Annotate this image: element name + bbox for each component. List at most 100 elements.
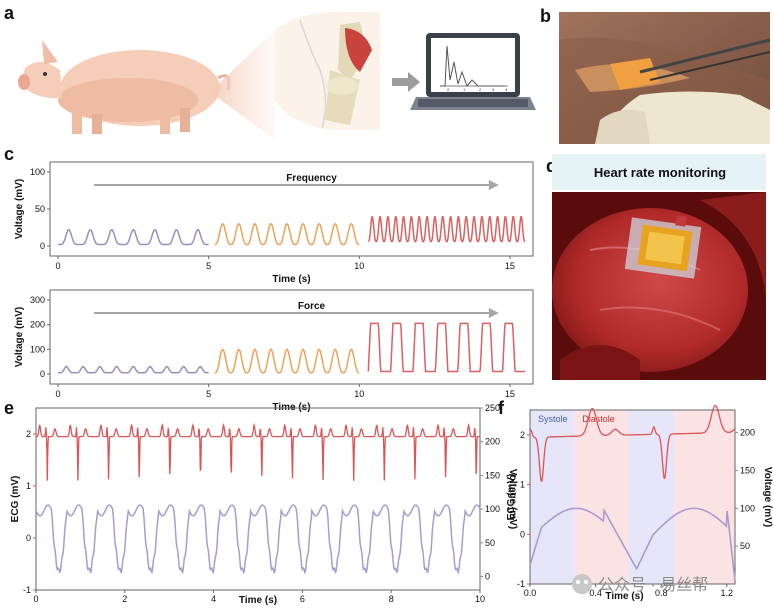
x-tick-label: 6: [300, 594, 305, 604]
heart-photo: [552, 192, 766, 380]
x-tick-label: 15: [505, 261, 515, 271]
knee-joint-illustration: [275, 11, 380, 130]
series-line-3: [367, 216, 526, 243]
plot-frame: [35, 407, 481, 591]
arrow-icon: [392, 72, 420, 92]
pig-illustration: [18, 40, 231, 134]
phase-label: Systole: [538, 414, 568, 424]
series-line-2: [214, 348, 360, 374]
right-tick-label: 100: [740, 503, 755, 513]
phase-band: [674, 410, 735, 584]
right-tick-label: 250: [485, 403, 500, 413]
right-tick-label: 50: [740, 541, 750, 551]
x-tick-label: 0: [55, 261, 60, 271]
left-tick-label: 2: [26, 429, 31, 439]
x-tick-label: 10: [475, 594, 485, 604]
panel-label-e: e: [4, 398, 14, 418]
series-line-1: [58, 365, 209, 374]
right-tick-label: 150: [485, 470, 500, 480]
x-axis-label: Time (s): [605, 591, 643, 602]
y-tick-label: 0: [40, 241, 45, 251]
laptop-tick-0: 0: [447, 87, 450, 92]
x-tick-label: 4: [211, 594, 216, 604]
x-tick-label: 8: [389, 594, 394, 604]
panel-label-d: d: [546, 156, 557, 176]
y-tick-label: 50: [35, 204, 45, 214]
x-tick-label: 0.0: [524, 588, 537, 598]
x-tick-label: 15: [505, 389, 515, 399]
phase-band: [530, 410, 575, 584]
ecg-series-line: [529, 404, 736, 483]
right-tick-label: 200: [485, 437, 500, 447]
left-axis-label: ECG (mV): [506, 474, 517, 521]
surgery-photo: [559, 12, 771, 144]
cardiac-cycle-chart: Systole Diastole 2 1 0 -1 200 150 100 50 0.0 0.4 0.8…: [506, 404, 773, 602]
voltage-series-line: [35, 504, 481, 575]
left-tick-label: -1: [517, 579, 525, 589]
left-tick-label: 1: [26, 481, 31, 491]
right-axis-label: Voltage (mV): [507, 469, 518, 529]
y-tick-label: 300: [30, 295, 45, 305]
laptop-tick-2: 2: [479, 87, 482, 92]
y-tick-label: 0: [40, 369, 45, 379]
right-tick-label: 150: [740, 466, 755, 476]
x-tick-label: 10: [354, 389, 364, 399]
watermark-text: 公众号 · 易丝帮: [598, 576, 708, 594]
magnify-beam: [210, 30, 275, 140]
phase-label: Diastole: [582, 414, 615, 424]
right-tick-label: 50: [485, 538, 495, 548]
right-axis-label: Voltage (mV): [762, 467, 773, 527]
x-axis-label: Time (s): [272, 274, 310, 285]
x-axis-label: Time (s): [239, 595, 277, 606]
x-tick-label: 5: [206, 389, 211, 399]
left-tick-label: 0: [26, 533, 31, 543]
panel-label-f: f: [498, 398, 505, 418]
plot-frame: [529, 409, 736, 585]
frequency-chart: 100 50 00 5 10 15 Time (s) Voltage (mV) Frequenc…: [14, 161, 534, 285]
x-tick-label: 0.4: [589, 588, 602, 598]
laptop-tick-4: 4: [505, 87, 508, 92]
trend-arrow-head: [488, 308, 499, 318]
plot-frame: [49, 289, 534, 385]
phase-band: [574, 410, 629, 584]
voltage-series-line: [529, 507, 736, 581]
left-tick-label: -1: [23, 585, 31, 595]
laptop-illustration: 0 1 2 3 4: [410, 33, 536, 110]
chart-title: Frequency: [286, 173, 337, 184]
right-tick-label: 100: [485, 504, 500, 514]
y-axis-label: Voltage (mV): [14, 307, 25, 367]
trend-arrow-head: [488, 180, 499, 190]
left-tick-label: 2: [520, 430, 525, 440]
y-tick-label: 100: [30, 167, 45, 177]
left-tick-label: 1: [520, 480, 525, 490]
y-axis-label: Voltage (mV): [14, 179, 25, 239]
x-tick-label: 0: [33, 594, 38, 604]
panel-label-a: a: [4, 3, 15, 23]
panel-label-b: b: [540, 6, 551, 26]
ecg-series-line: [36, 422, 480, 481]
heart-rate-title: Heart rate monitoring: [594, 165, 726, 180]
watermark: 公众号 · 易丝帮: [572, 574, 708, 594]
x-tick-label: 2: [122, 594, 127, 604]
x-tick-label: 10: [354, 261, 364, 271]
x-tick-label: 0: [55, 389, 60, 399]
laptop-tick-1: 1: [463, 87, 466, 92]
chart-title: Force: [298, 301, 326, 312]
y-tick-label: 100: [30, 344, 45, 354]
laptop-tick-3: 3: [492, 87, 495, 92]
heart-title-bar: [552, 154, 766, 190]
y-tick-label: 200: [30, 320, 45, 330]
series-line-3: [367, 322, 525, 373]
left-tick-label: 0: [520, 529, 525, 539]
panel-label-c: c: [4, 144, 14, 164]
phase-band: [628, 410, 675, 584]
x-tick-label: 1.2: [721, 588, 734, 598]
series-line-2: [214, 222, 360, 246]
right-tick-label: 200: [740, 428, 755, 438]
series-line-1: [58, 228, 209, 246]
left-axis-label: ECG (mV): [10, 476, 21, 523]
x-tick-label: 5: [206, 261, 211, 271]
x-tick-label: 0.8: [655, 588, 668, 598]
